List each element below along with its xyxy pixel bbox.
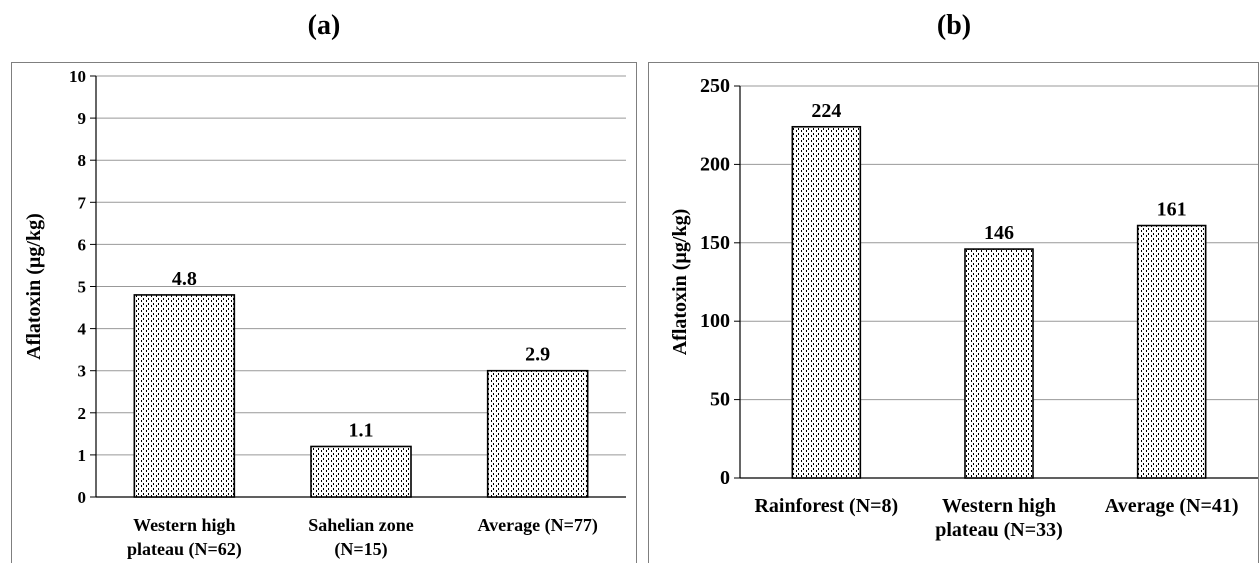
y-tick-label: 4 [78,320,87,339]
data-label: 1.1 [349,419,374,441]
data-label: 161 [1157,199,1187,221]
y-tick-label: 3 [78,362,87,381]
y-tick-label: 1 [78,446,87,465]
chart-b-border [648,62,1259,563]
x-tick-label: plateau (N=62) [127,539,242,560]
bar [486,369,589,498]
y-tick-label: 250 [700,75,730,97]
data-label: 146 [984,222,1014,244]
y-tick-label: 0 [78,488,87,507]
x-tick-label: plateau (N=33) [935,519,1063,541]
bar [791,125,862,479]
chart-a-border [11,62,637,563]
x-tick-label: Western high [942,495,1056,517]
y-tick-label: 8 [78,151,87,170]
y-tick-label: 50 [710,389,730,411]
y-tick-label: 2 [78,404,87,423]
y-tick-label: 5 [78,278,87,297]
y-tick-label: 7 [78,193,87,212]
bar [1136,224,1207,479]
x-tick-label: (N=15) [334,539,387,560]
panel-label-a: (a) [307,10,341,41]
x-tick-label: Average (N=77) [477,515,597,536]
y-tick-label: 150 [700,232,730,254]
y-tick-label: 10 [69,67,86,86]
data-label: 224 [811,100,841,122]
data-label: 4.8 [172,268,197,290]
y-tick-label: 0 [720,467,730,489]
x-tick-label: Average (N=41) [1105,495,1239,517]
y-tick-label: 6 [78,235,87,254]
panel-label-b: (b) [936,10,972,41]
y-axis-label: Aflatoxin (µg/kg) [23,213,45,360]
y-tick-label: 200 [700,153,730,175]
data-label: 2.9 [525,344,550,366]
x-tick-label: Rainforest (N=8) [754,495,898,517]
bar [133,294,236,498]
bar [310,445,412,498]
bar [964,248,1034,479]
x-tick-label: Western high [133,515,236,535]
y-tick-label: 100 [700,310,730,332]
y-tick-label: 9 [78,109,87,128]
x-tick-label: Sahelian zone [308,515,414,535]
y-axis-label: Aflatoxin (µg/kg) [669,209,691,356]
